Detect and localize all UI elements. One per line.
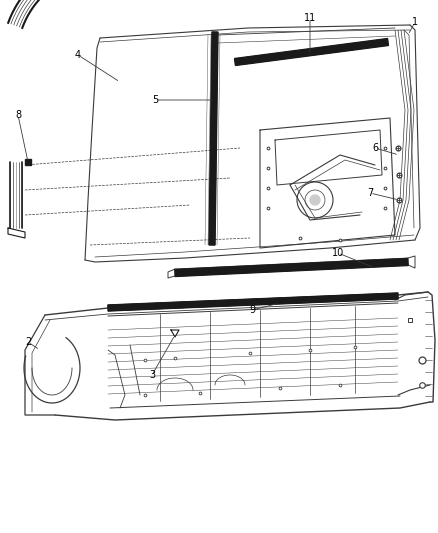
Text: 8: 8 [15, 110, 21, 120]
Polygon shape [175, 259, 408, 277]
Text: 5: 5 [152, 95, 158, 105]
Polygon shape [108, 293, 398, 311]
Text: 7: 7 [367, 188, 373, 198]
Polygon shape [234, 38, 389, 66]
Polygon shape [209, 32, 218, 245]
Text: 4: 4 [75, 50, 81, 60]
Circle shape [310, 195, 320, 205]
Text: 6: 6 [372, 143, 378, 153]
Text: 11: 11 [304, 13, 316, 23]
Text: 1: 1 [412, 17, 418, 27]
Text: 2: 2 [25, 337, 31, 347]
Text: 10: 10 [332, 248, 344, 258]
Text: 9: 9 [249, 305, 255, 315]
Text: 3: 3 [149, 370, 155, 380]
